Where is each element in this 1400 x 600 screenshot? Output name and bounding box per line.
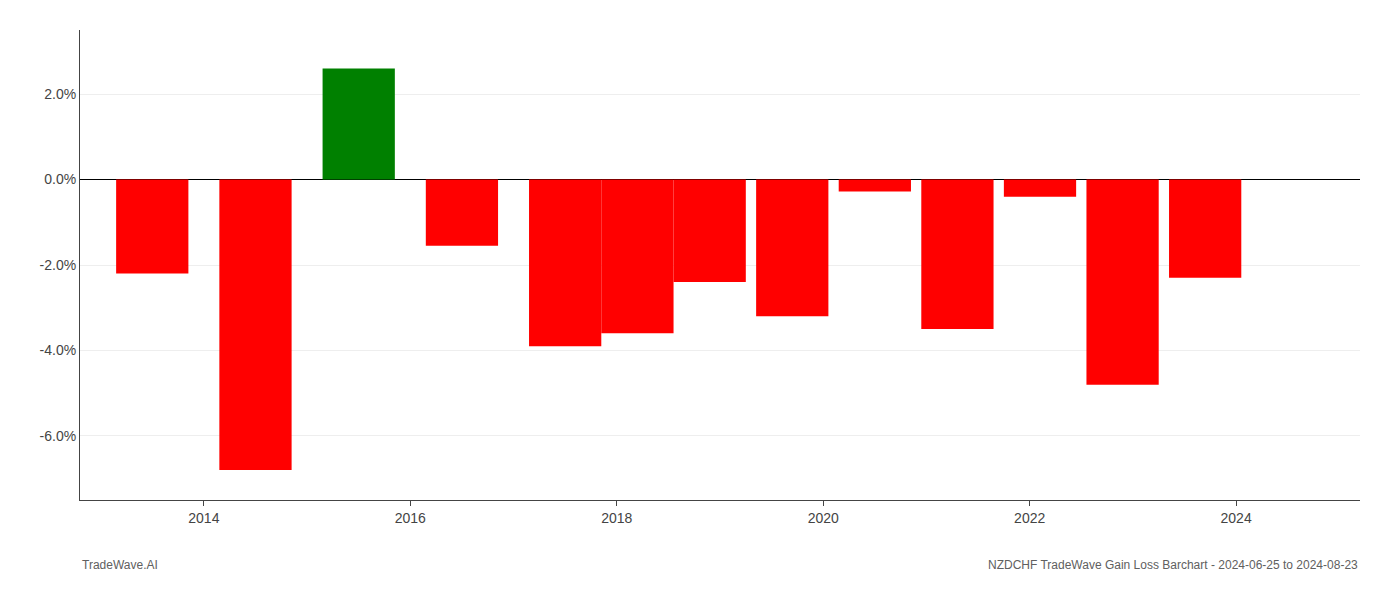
svg-text:0.0%: 0.0%: [44, 171, 76, 187]
svg-text:-4.0%: -4.0%: [40, 342, 77, 358]
svg-text:TradeWave.AI: TradeWave.AI: [82, 558, 158, 572]
svg-text:2018: 2018: [601, 510, 632, 526]
svg-text:2022: 2022: [1014, 510, 1045, 526]
svg-text:2024: 2024: [1221, 510, 1252, 526]
svg-text:2016: 2016: [395, 510, 426, 526]
svg-text:2014: 2014: [188, 510, 219, 526]
svg-text:-6.0%: -6.0%: [40, 428, 77, 444]
svg-text:2020: 2020: [808, 510, 839, 526]
svg-text:-2.0%: -2.0%: [40, 257, 77, 273]
svg-text:NZDCHF TradeWave Gain Loss Bar: NZDCHF TradeWave Gain Loss Barchart - 20…: [988, 558, 1358, 572]
svg-text:2.0%: 2.0%: [44, 86, 76, 102]
